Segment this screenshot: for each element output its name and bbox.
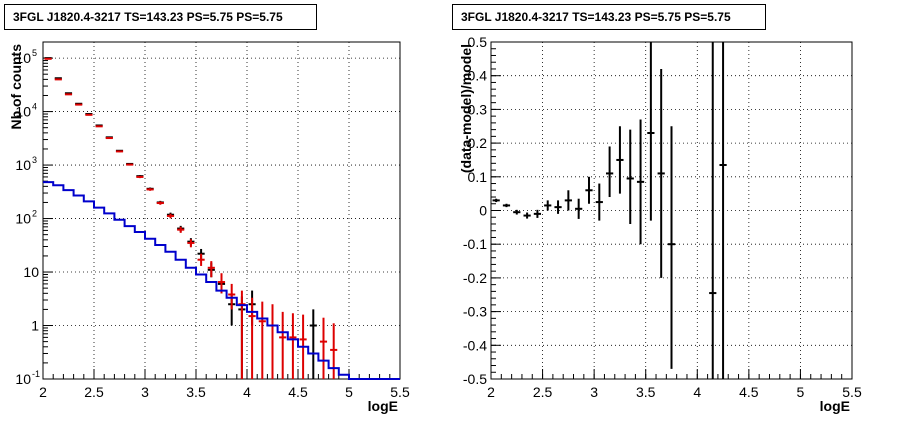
y-tick-label: 0.4 [468, 68, 488, 84]
x-tick-label: 5 [345, 384, 353, 400]
y-tick-label: -0.3 [463, 304, 487, 320]
y-tick-label: 10 [15, 157, 31, 173]
y-tick-label: 10 [15, 371, 31, 387]
y-tick-exponent: -1 [32, 369, 40, 379]
residuals-chart-title: 3FGL J1820.4-3217 TS=143.23 PS=5.75 PS=5… [452, 4, 766, 30]
x-tick-label: 5.5 [842, 384, 862, 400]
x-tick-label: 2.5 [84, 384, 104, 400]
x-tick-label: 2 [39, 384, 47, 400]
y-tick-label: 10 [23, 264, 39, 280]
x-tick-label: 2 [487, 384, 495, 400]
x-tick-label: 3.5 [186, 384, 206, 400]
y-tick-label: -0.5 [463, 371, 487, 387]
y-axis-label: (data-model)/model [458, 44, 474, 173]
x-tick-label: 4 [243, 384, 251, 400]
x-tick-label: 3 [590, 384, 598, 400]
y-tick-exponent: 2 [32, 209, 37, 219]
x-tick-label: 3 [141, 384, 149, 400]
y-tick-label: 0.5 [468, 34, 488, 50]
y-tick-label: 0.2 [468, 135, 488, 151]
y-tick-label: -0.4 [463, 337, 487, 353]
x-axis-label: logE [820, 398, 850, 414]
x-tick-label: 5.5 [390, 384, 410, 400]
y-tick-exponent: 4 [32, 102, 37, 112]
model-step-line [43, 181, 400, 380]
counts-chart-title: 3FGL J1820.4-3217 TS=143.23 PS=5.75 PS=5… [4, 4, 317, 30]
y-tick-label: 0.1 [468, 169, 488, 185]
y-tick-label: -0.2 [463, 270, 487, 286]
y-tick-label: 10 [15, 211, 31, 227]
x-axis-label: logE [368, 398, 398, 414]
y-axis-label: Nb of counts [8, 44, 24, 130]
x-tick-label: 4 [693, 384, 701, 400]
y-tick-exponent: 3 [32, 155, 37, 165]
y-tick-label: 0 [479, 203, 487, 219]
x-tick-label: 5 [797, 384, 805, 400]
plot-frame [42, 41, 401, 380]
x-tick-label: 4.5 [739, 384, 759, 400]
x-tick-label: 2.5 [533, 384, 553, 400]
y-tick-exponent: 5 [32, 48, 37, 58]
y-tick-label: 0.3 [468, 101, 488, 117]
x-tick-label: 4.5 [288, 384, 308, 400]
x-tick-label: 3.5 [636, 384, 656, 400]
y-tick-label: 1 [31, 318, 39, 334]
y-tick-label: 10 [15, 50, 31, 66]
y-tick-label: -0.1 [463, 236, 487, 252]
y-tick-label: 10 [15, 104, 31, 120]
